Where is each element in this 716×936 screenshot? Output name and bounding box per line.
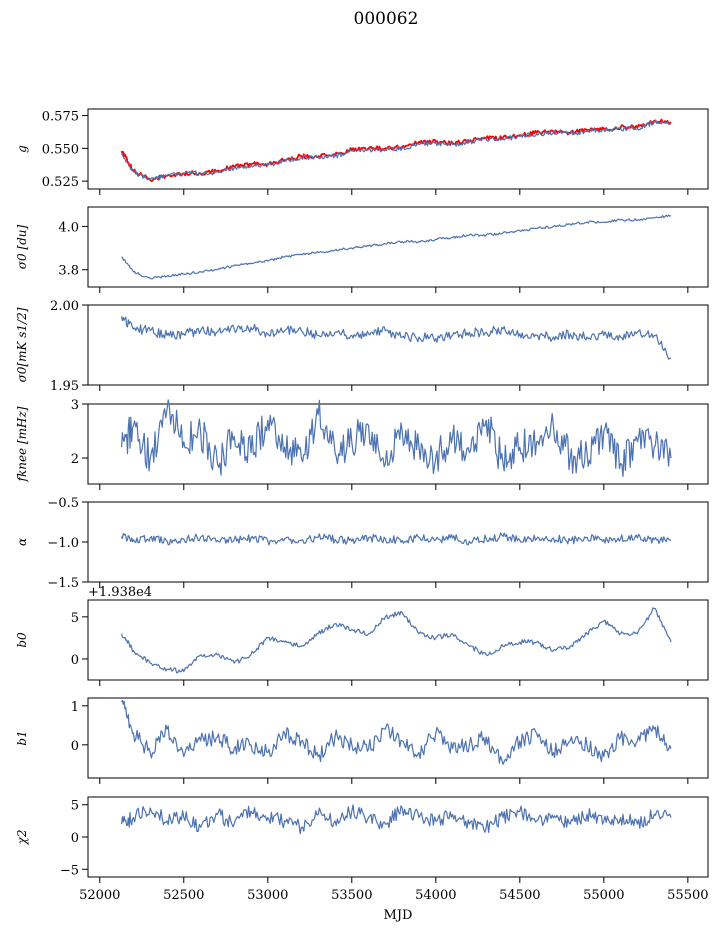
x-tick-label: 54500 xyxy=(499,888,540,903)
y-axis-label: b1 xyxy=(15,730,29,745)
x-tick-label: 54000 xyxy=(415,888,456,903)
x-tick-label: 53500 xyxy=(331,888,372,903)
x-tick-label: 55000 xyxy=(583,888,624,903)
y-tick-label: 0 xyxy=(71,739,79,754)
figure-title: 000062 xyxy=(354,9,419,29)
y-tick-label: 1 xyxy=(71,700,79,715)
panel-fknee: 2 3 fknee [mHz] xyxy=(15,398,709,490)
panel-sigma0-mks: 1.95 2.00 σ0[mK s1/2] xyxy=(15,299,709,394)
y-axis-label: σ0 [du] xyxy=(15,224,29,269)
axes-frame xyxy=(87,108,709,190)
panel-sigma0-du: 3.8 4.0 σ0 [du] xyxy=(15,206,709,293)
series-line-b1-0 xyxy=(121,699,672,765)
series-line-sigma0-mks-0 xyxy=(121,316,672,360)
x-axis-label: MJD xyxy=(384,908,413,923)
y-tick-label: 5 xyxy=(71,799,79,814)
series-line-b0-0 xyxy=(121,607,672,674)
axes-frame xyxy=(87,206,709,288)
panel-b1: 0 1 b1 xyxy=(15,697,709,784)
y-tick-label: −0.5 xyxy=(47,496,79,511)
series-line-g-1 xyxy=(121,119,672,181)
y-tick-label: 2.00 xyxy=(50,299,79,314)
x-tick-label: 55500 xyxy=(667,888,708,903)
y-tick-label: 4.0 xyxy=(58,220,79,235)
panel-b0: 0 5 b0 +1.938e4 xyxy=(15,585,709,686)
y-tick-label: 0 xyxy=(71,831,79,846)
y-tick-label: −1.0 xyxy=(47,536,79,551)
y-tick-label: −1.5 xyxy=(47,576,79,591)
y-axis-label: α xyxy=(15,538,29,546)
series-line-chi2-0 xyxy=(121,804,672,835)
y-tick-label: 0.550 xyxy=(42,142,79,157)
x-tick-label: 53000 xyxy=(247,888,288,903)
axes-frame xyxy=(87,403,709,485)
x-tick-label: 52500 xyxy=(163,888,204,903)
x-tick-label: 52000 xyxy=(79,888,120,903)
series-line-sigma0-du-0 xyxy=(121,214,672,280)
offset-label: +1.938e4 xyxy=(88,585,152,600)
y-tick-label: 1.95 xyxy=(50,379,79,394)
series-line-fknee-0 xyxy=(121,399,672,477)
y-tick-label: 3 xyxy=(71,398,79,413)
y-tick-label: 0 xyxy=(71,653,79,668)
y-tick-label: 0.575 xyxy=(42,110,79,125)
y-axis-label: b0 xyxy=(15,632,29,648)
y-tick-label: 5 xyxy=(71,611,79,626)
series-line-alpha-0 xyxy=(121,532,672,546)
panels: 0.525 0.550 0.575 g 3.8 4.0 σ0 [du] 1.95 2.00 σ0[… xyxy=(15,108,709,923)
panel-alpha: −1.5 −1.0 −0.5 α xyxy=(15,496,709,591)
y-tick-label: 0.525 xyxy=(42,175,79,190)
y-tick-label: −5 xyxy=(60,863,79,878)
y-axis-label: fknee [mHz] xyxy=(15,406,29,482)
y-axis-label: g xyxy=(15,145,29,153)
y-tick-label: 2 xyxy=(71,452,79,467)
axes-frame xyxy=(87,599,709,681)
y-axis-label: σ0[mK s1/2] xyxy=(15,307,29,382)
y-axis-label: χ2 xyxy=(15,830,29,846)
y-tick-label: 3.8 xyxy=(58,264,79,279)
panel-chi2: 52000 52500 53000 53500 54000 54500 55000 55500… xyxy=(15,796,709,923)
axes-frame xyxy=(87,697,709,779)
axes-frame xyxy=(87,304,709,386)
panel-g: 0.525 0.550 0.575 g xyxy=(15,108,709,195)
